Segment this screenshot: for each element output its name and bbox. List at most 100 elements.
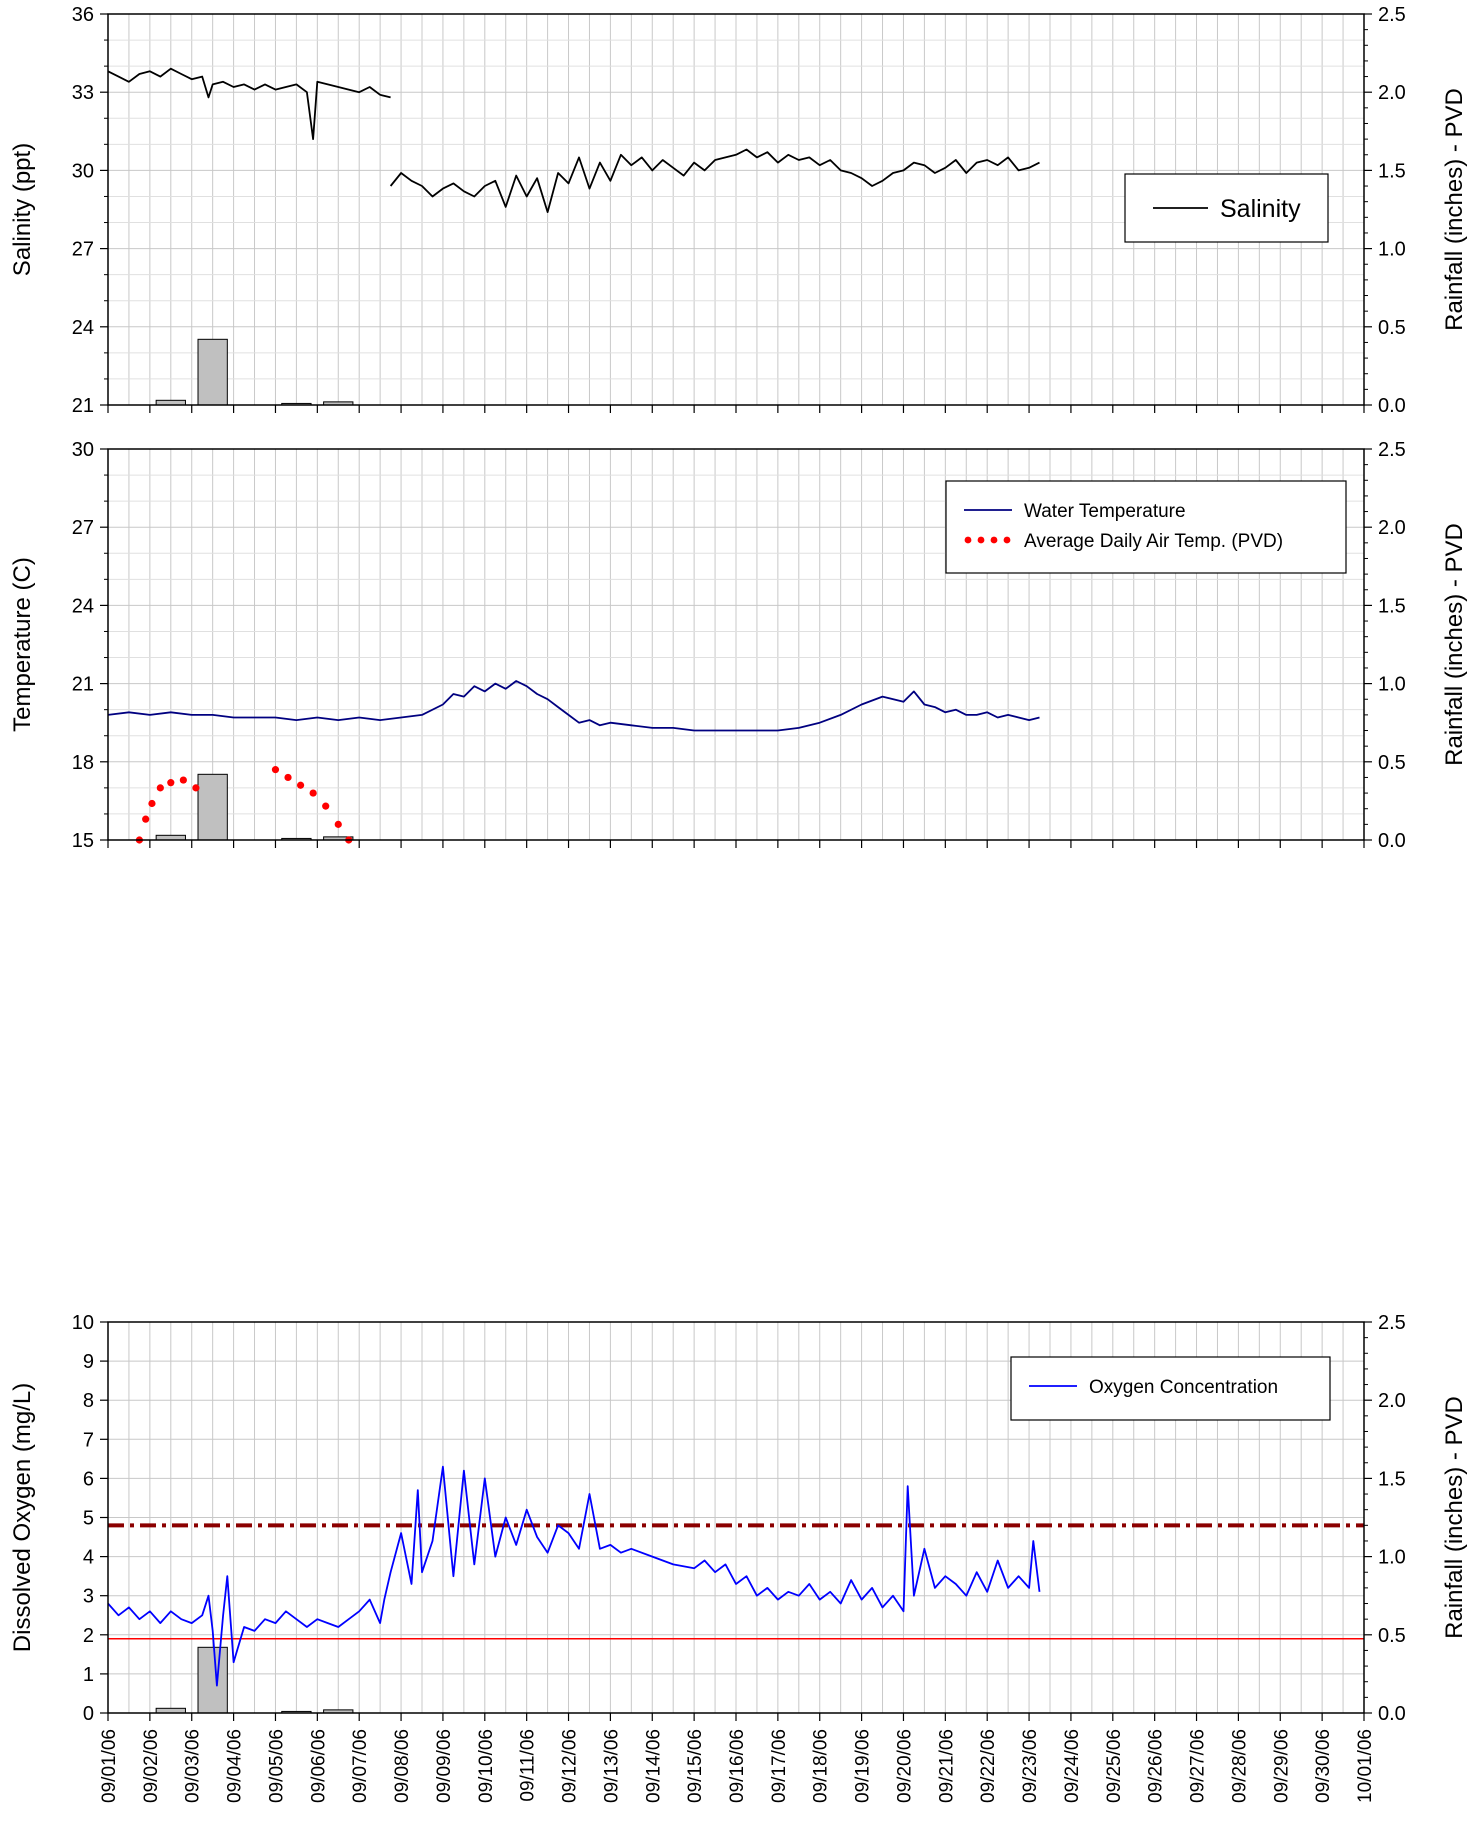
left-tick-label: 5 xyxy=(83,1508,94,1530)
air-temperature-point xyxy=(156,784,164,792)
right-tick-label: 0.5 xyxy=(1378,752,1406,774)
oxygen-panel: 0 1 2 3 4 5 6 7 8 9 10 0.0 0.5 1.0 1.5 2.0 2.5 Dissolved … xyxy=(9,1312,1468,1725)
right-tick-label: 2.5 xyxy=(1378,439,1406,461)
date-tick-label: 09/03/06 xyxy=(183,1729,204,1803)
legend: Water Temperature Average Daily Air Temp.… xyxy=(945,480,1347,574)
date-tick-label: 09/07/06 xyxy=(350,1729,371,1803)
rainfall-bars xyxy=(155,1646,354,1714)
date-tick-label: 09/21/06 xyxy=(936,1729,957,1803)
date-axis-labels: 09/01/06 09/02/06 09/03/06 09/04/06 09/05/06… xyxy=(99,1729,1376,1803)
date-tick-label: 09/27/06 xyxy=(1188,1729,1209,1803)
left-tick-label: 4 xyxy=(83,1547,94,1569)
left-tick-label: 30 xyxy=(72,439,94,461)
y2-axis-title: Rainfall (inches) - PVD xyxy=(1441,523,1468,766)
left-tick-label: 8 xyxy=(83,1390,94,1412)
legend-label: Salinity xyxy=(1220,195,1301,223)
date-tick-label: 09/12/06 xyxy=(560,1729,581,1803)
air-temperature-point xyxy=(179,776,187,784)
date-tick-label: 09/28/06 xyxy=(1229,1729,1250,1803)
left-tick-label: 24 xyxy=(72,317,94,339)
left-tick-label: 3 xyxy=(83,1586,94,1608)
legend-marker-dotted xyxy=(1003,536,1011,544)
right-tick-label: 2.0 xyxy=(1378,82,1406,104)
right-tick-label: 2.5 xyxy=(1378,1312,1406,1334)
legend-label: Average Daily Air Temp. (PVD) xyxy=(1024,531,1283,552)
date-tick-label: 09/24/06 xyxy=(1062,1729,1083,1803)
left-tick-label: 10 xyxy=(72,1312,94,1334)
left-tick-label: 2 xyxy=(83,1625,94,1647)
left-tick-label: 7 xyxy=(83,1429,94,1451)
right-tick-label: 2.0 xyxy=(1378,517,1406,539)
legend-marker-dotted xyxy=(990,536,998,544)
series-line-0 xyxy=(107,1465,1041,1687)
salinity-panel: 21 24 27 30 33 36 0.0 0.5 1.0 1.5 2.0 2.5 Salinity (… xyxy=(9,4,1468,417)
legend: Salinity xyxy=(1124,173,1329,243)
bottom-axis-ticks xyxy=(107,405,1365,413)
date-tick-label: 09/08/06 xyxy=(392,1729,413,1803)
rainfall-bar xyxy=(197,338,228,406)
left-axis-ticks: 21 24 27 30 33 36 xyxy=(72,4,108,417)
air-temperature-point xyxy=(271,766,280,774)
air-temperature-point xyxy=(148,799,156,808)
date-tick-label: 09/13/06 xyxy=(601,1729,622,1803)
date-tick-label: 09/06/06 xyxy=(308,1729,329,1803)
right-tick-label: 0.0 xyxy=(1378,395,1406,417)
rainfall-bars xyxy=(155,773,354,841)
right-tick-label: 1.0 xyxy=(1378,1547,1406,1569)
date-tick-label: 09/26/06 xyxy=(1146,1729,1167,1803)
right-tick-label: 1.5 xyxy=(1378,595,1406,617)
date-tick-label: 09/19/06 xyxy=(853,1729,874,1803)
legend-box xyxy=(1010,1356,1331,1421)
air-temperature-point xyxy=(334,820,342,828)
series-line-0 xyxy=(107,680,1040,732)
left-axis-ticks: 0 1 2 3 4 5 6 7 8 9 10 xyxy=(72,1312,108,1725)
air-temperature-point xyxy=(322,802,330,810)
left-tick-label: 9 xyxy=(83,1351,94,1373)
date-tick-label: 09/22/06 xyxy=(978,1729,999,1803)
left-tick-label: 33 xyxy=(72,82,94,104)
air-temperature-point xyxy=(296,781,305,789)
date-tick-label: 09/10/06 xyxy=(476,1729,497,1803)
air-temperature-point xyxy=(309,789,317,797)
left-tick-label: 21 xyxy=(72,395,94,417)
bottom-axis-ticks xyxy=(107,1713,1365,1721)
series-line-0 xyxy=(107,67,1040,213)
right-tick-label: 0.5 xyxy=(1378,1625,1406,1647)
right-tick-label: 1.5 xyxy=(1378,160,1406,182)
air-temperature-point xyxy=(192,784,200,792)
date-tick-label: 10/01/06 xyxy=(1355,1729,1376,1803)
rainfall-bar xyxy=(197,773,228,841)
date-tick-label: 09/14/06 xyxy=(643,1729,664,1803)
right-axis-ticks: 0.0 0.5 1.0 1.5 2.0 2.5 xyxy=(1364,4,1406,417)
date-tick-label: 09/17/06 xyxy=(769,1729,790,1803)
left-axis-ticks: 15 18 21 24 27 30 xyxy=(72,439,108,852)
date-tick-label: 09/05/06 xyxy=(266,1729,287,1803)
rainfall-bar xyxy=(197,1646,228,1714)
right-tick-label: 1.0 xyxy=(1378,239,1406,261)
date-tick-label: 09/04/06 xyxy=(225,1729,246,1803)
air-temperature-point xyxy=(142,815,150,823)
right-tick-label: 0.0 xyxy=(1378,1703,1406,1725)
right-tick-label: 2.5 xyxy=(1378,4,1406,26)
date-tick-label: 09/15/06 xyxy=(685,1729,706,1803)
left-tick-label: 15 xyxy=(72,830,94,852)
y-axis-title: Dissolved Oxygen (mg/L) xyxy=(9,1383,36,1652)
left-tick-label: 21 xyxy=(72,674,94,696)
left-tick-label: 6 xyxy=(83,1468,94,1490)
date-tick-label: 09/01/06 xyxy=(99,1729,120,1803)
air-temperature-point xyxy=(167,779,175,787)
date-tick-label: 09/09/06 xyxy=(434,1729,455,1803)
left-tick-label: 27 xyxy=(72,517,94,539)
left-tick-label: 18 xyxy=(72,752,94,774)
date-tick-label: 09/20/06 xyxy=(894,1729,915,1803)
right-axis-ticks: 0.0 0.5 1.0 1.5 2.0 2.5 xyxy=(1364,1312,1406,1725)
y-axis-title: Temperature (C) xyxy=(9,557,36,732)
date-tick-label: 09/18/06 xyxy=(811,1729,832,1803)
date-tick-label: 09/23/06 xyxy=(1020,1729,1041,1803)
legend-marker-dotted xyxy=(964,536,972,544)
rainfall-bars xyxy=(155,338,354,406)
series-air-temperature-points xyxy=(135,766,353,844)
bottom-axis-ticks xyxy=(107,840,1365,848)
